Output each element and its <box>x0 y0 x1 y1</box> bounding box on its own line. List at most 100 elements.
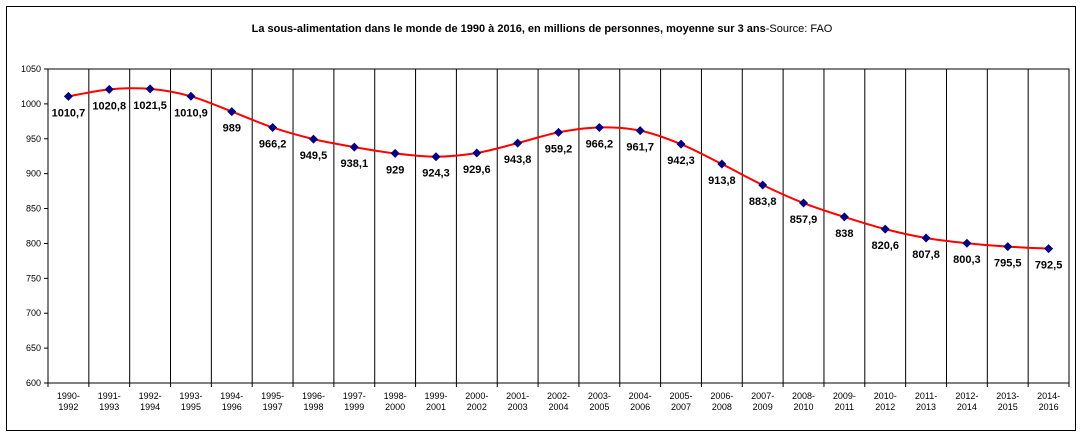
data-label: 857,9 <box>790 214 818 226</box>
x-tick-label: 2016 <box>1039 402 1059 412</box>
y-tick-label: 850 <box>26 204 41 214</box>
x-tick-label: 2009- <box>833 391 856 401</box>
chart-title-source: -Source: FAO <box>765 23 833 35</box>
chart-title: La sous-alimentation dans le monde de 19… <box>0 23 1084 35</box>
data-point <box>635 126 645 136</box>
x-tick-label: 2010- <box>874 391 897 401</box>
data-point <box>145 84 155 94</box>
data-point <box>431 152 441 162</box>
data-label: 800,3 <box>953 254 981 266</box>
x-tick-label: 1995- <box>261 391 284 401</box>
data-label: 929,6 <box>463 164 491 176</box>
x-tick-label: 1998- <box>384 391 407 401</box>
y-tick-label: 650 <box>26 343 41 353</box>
chart-title-main: La sous-alimentation dans le monde de 19… <box>251 23 766 35</box>
data-label: 938,1 <box>341 158 369 170</box>
data-point <box>513 138 523 148</box>
data-label: 1021,5 <box>133 100 167 112</box>
x-tick-label: 1997 <box>263 402 283 412</box>
x-tick-label: 1992 <box>58 402 78 412</box>
data-point <box>186 91 196 101</box>
data-point <box>799 198 809 208</box>
x-tick-label: 1992- <box>139 391 162 401</box>
x-tick-label: 2006 <box>630 402 650 412</box>
x-tick-label: 2004- <box>629 391 652 401</box>
series-line <box>68 87 1049 250</box>
data-point <box>1003 242 1013 252</box>
data-point <box>104 84 114 94</box>
x-tick-label: 2004 <box>548 402 568 412</box>
x-tick-label: 2014- <box>1037 391 1060 401</box>
x-tick-label: 2011 <box>835 402 854 412</box>
y-tick-label: 750 <box>26 273 41 283</box>
data-point <box>880 224 890 234</box>
x-tick-label: 1994- <box>220 391 243 401</box>
data-label: 792,5 <box>1035 260 1063 272</box>
x-tick-label: 2001- <box>506 391 529 401</box>
chart-frame <box>6 6 1076 431</box>
x-tick-label: 1993- <box>179 391 202 401</box>
x-tick-label: 2012- <box>955 391 978 401</box>
data-point <box>839 212 849 222</box>
data-point <box>63 91 73 101</box>
x-tick-label: 1996 <box>222 402 242 412</box>
x-tick-label: 2001 <box>426 402 446 412</box>
x-tick-label: 2003- <box>588 391 611 401</box>
x-tick-label: 2007 <box>671 402 691 412</box>
data-label: 924,3 <box>422 168 450 180</box>
x-tick-label: 2013- <box>996 391 1019 401</box>
x-tick-label: 1998 <box>303 402 323 412</box>
x-tick-label: 2008 <box>712 402 732 412</box>
x-tick-label: 2006- <box>710 391 733 401</box>
data-label: 883,8 <box>749 196 777 208</box>
x-tick-label: 2013 <box>916 402 936 412</box>
x-tick-label: 2012 <box>875 402 895 412</box>
data-label: 1020,8 <box>92 100 126 112</box>
data-label: 929 <box>386 164 404 176</box>
y-tick-label: 1000 <box>21 99 41 109</box>
x-tick-label: 2015 <box>998 402 1018 412</box>
x-tick-label: 1999- <box>424 391 447 401</box>
data-label: 807,8 <box>912 249 940 261</box>
data-label: 838 <box>835 228 853 240</box>
x-tick-label: 1990- <box>57 391 80 401</box>
data-label: 943,8 <box>504 154 532 166</box>
x-tick-label: 2005 <box>589 402 609 412</box>
data-point <box>921 233 931 243</box>
data-point <box>308 134 318 144</box>
x-tick-label: 1994 <box>140 402 160 412</box>
x-tick-label: 2014 <box>957 402 977 412</box>
data-point <box>676 139 686 149</box>
x-tick-label: 2009 <box>753 402 773 412</box>
data-point <box>390 148 400 158</box>
data-label: 949,5 <box>300 150 328 162</box>
x-tick-label: 1997- <box>343 391 366 401</box>
x-tick-label: 2003 <box>508 402 528 412</box>
data-label: 989 <box>223 123 241 135</box>
data-label: 966,2 <box>259 138 287 150</box>
x-tick-label: 2005- <box>670 391 693 401</box>
x-tick-label: 1993 <box>99 402 119 412</box>
data-label: 959,2 <box>545 143 573 155</box>
x-tick-label: 1995 <box>181 402 201 412</box>
data-label: 1010,7 <box>52 107 86 119</box>
data-label: 942,3 <box>667 155 695 167</box>
y-tick-label: 800 <box>26 238 41 248</box>
x-tick-label: 1996- <box>302 391 325 401</box>
data-label: 966,2 <box>586 138 614 150</box>
x-tick-label: 2002 <box>467 402 487 412</box>
data-point <box>1044 244 1054 254</box>
data-label: 820,6 <box>871 240 899 252</box>
data-point <box>227 107 237 117</box>
x-tick-label: 2007- <box>751 391 774 401</box>
y-tick-label: 950 <box>26 134 41 144</box>
plot-area <box>47 68 1070 384</box>
x-tick-label: 1991- <box>98 391 121 401</box>
data-label: 961,7 <box>626 142 654 154</box>
data-label: 913,8 <box>708 175 736 187</box>
y-tick-label: 1050 <box>21 64 41 74</box>
x-tick-label: 2011- <box>915 391 937 401</box>
data-point <box>472 148 482 158</box>
data-point <box>717 159 727 169</box>
